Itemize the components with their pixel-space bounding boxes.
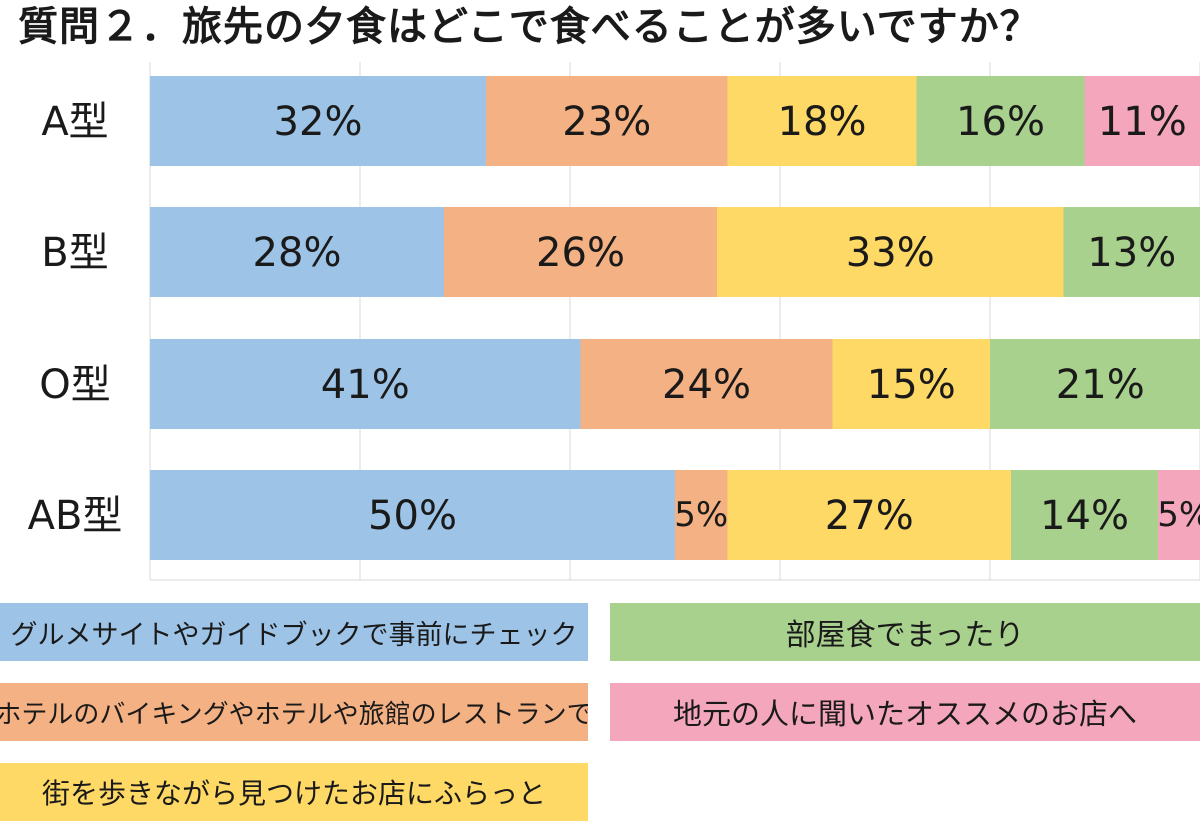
data-label: 28% [253,230,342,276]
data-label: 15% [867,362,956,408]
data-label: 26% [536,230,625,276]
legend-label: ホテルのバイキングやホテルや旅館のレストランで [0,694,588,731]
legend-label: 街を歩きながら見つけたお店にふらっと [42,772,546,812]
legend-item-local-recommendation: 地元の人に聞いたオススメのお店へ [610,683,1200,741]
data-label: 5% [674,495,728,535]
legend-label: 部屋食でまったり [786,610,1025,654]
category-label: A型 [41,99,108,145]
data-label: 14% [1040,493,1129,539]
legend-label: 地元の人に聞いたオススメのお店へ [673,691,1137,733]
data-label: 18% [778,99,867,145]
category-label: O型 [39,362,110,408]
data-label: 27% [825,493,914,539]
legend-item-gourmet-site: グルメサイトやガイドブックで事前にチェック [0,603,588,661]
legend-item-room-dining: 部屋食でまったり [610,603,1200,661]
data-label: 41% [321,362,410,408]
stacked-bar-chart: A型 32% 23% 18% 16% 11% B型 28% 26% 33% 13% O型 41% 24% 1… [0,0,1200,590]
data-label: 11% [1098,99,1187,145]
data-label: 16% [956,99,1045,145]
data-label: 33% [846,230,935,276]
data-label: 13% [1087,230,1176,276]
data-label: 32% [274,99,363,145]
data-label: 5% [1157,495,1200,535]
data-label: 23% [562,99,651,145]
legend-item-walk-and-find: 街を歩きながら見つけたお店にふらっと [0,763,588,821]
data-label: 21% [1056,362,1145,408]
category-label: AB型 [28,493,123,539]
legend-label: グルメサイトやガイドブックで事前にチェック [11,613,578,652]
data-label: 24% [662,362,751,408]
data-label: 50% [368,493,457,539]
legend-item-hotel-restaurant: ホテルのバイキングやホテルや旅館のレストランで [0,683,588,741]
category-label: B型 [41,230,108,276]
